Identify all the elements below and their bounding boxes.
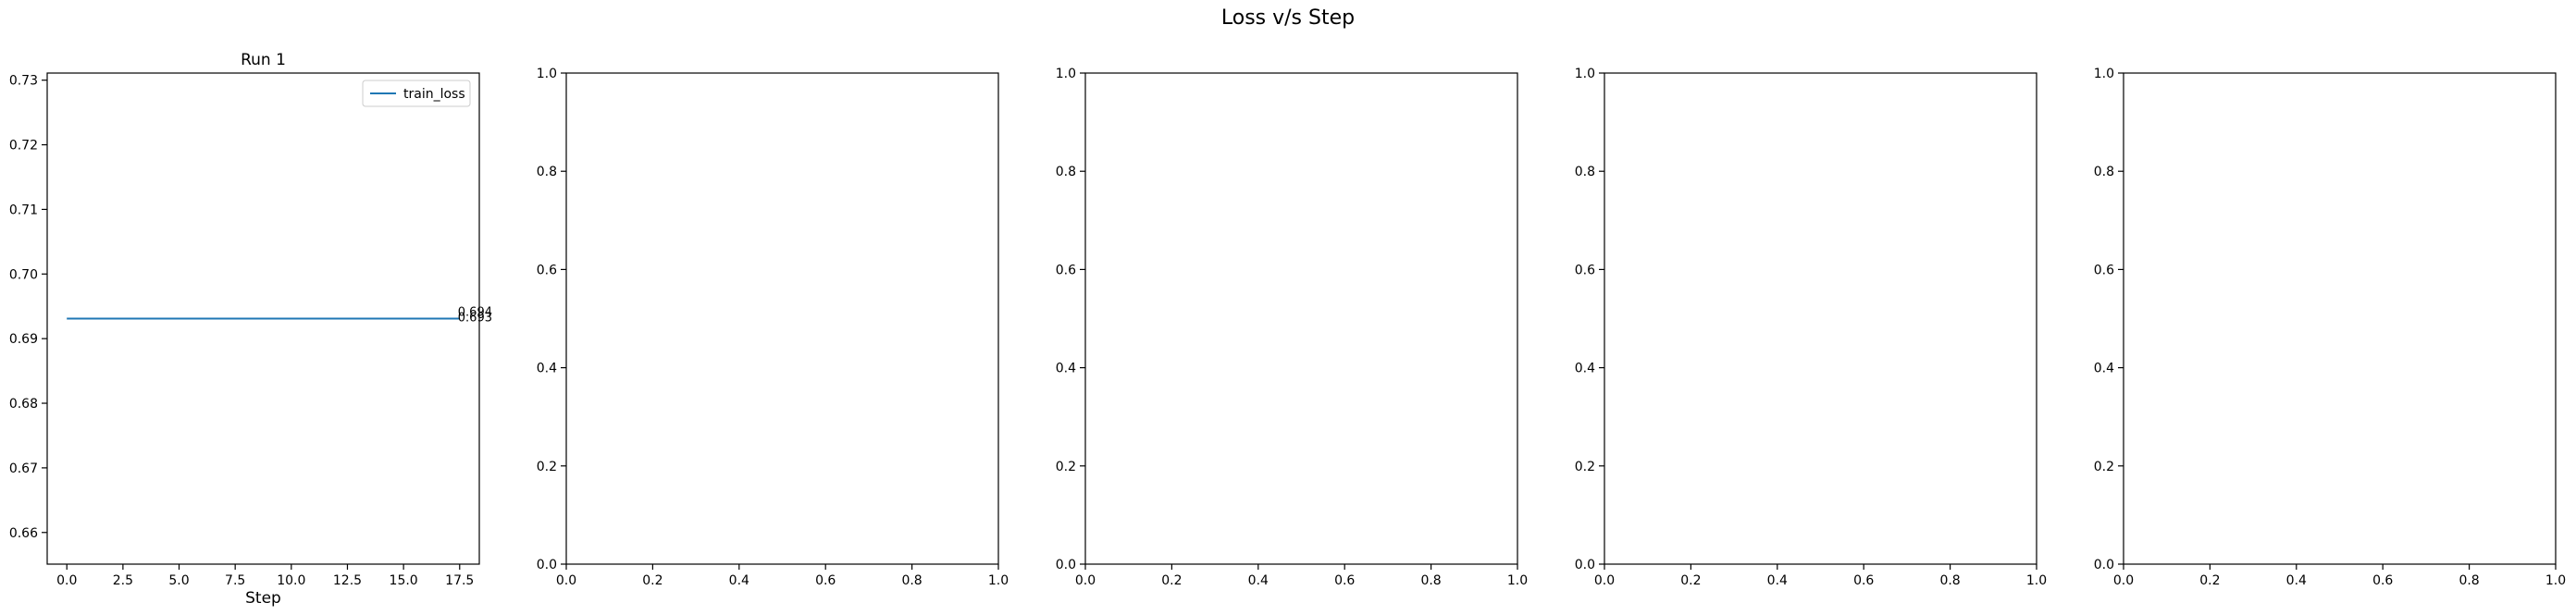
x-axis-label: Step — [245, 589, 281, 608]
y-tick-label: 0.6 — [1575, 263, 1595, 277]
y-tick-label: 0.6 — [1056, 263, 1076, 277]
x-tick-label: 0.6 — [1853, 573, 1874, 588]
axes-frame — [2123, 72, 2557, 565]
y-tick-label: 0.72 — [9, 139, 38, 154]
y-tick-label: 0.4 — [2094, 362, 2114, 376]
y-tick-label: 0.2 — [2094, 460, 2114, 474]
y-tick-label: 1.0 — [1575, 67, 1595, 81]
y-tick-label: 0.71 — [9, 203, 38, 217]
x-tick-label: 0.6 — [815, 573, 836, 588]
legend-label: train_loss — [403, 87, 465, 102]
x-tick-label: 0.4 — [1767, 573, 1788, 588]
y-tick-label: 0.68 — [9, 397, 38, 412]
x-tick-label: 0.4 — [729, 573, 749, 588]
y-tick-label: 0.6 — [537, 263, 557, 277]
y-tick-label: 0.0 — [2094, 558, 2114, 572]
x-tick-label: 0.8 — [901, 573, 922, 588]
x-tick-label: 0.8 — [2458, 573, 2479, 588]
x-tick-label: 7.5 — [225, 573, 245, 588]
y-tick-label: 0.70 — [9, 267, 38, 282]
x-tick-label: 5.0 — [168, 573, 189, 588]
x-tick-label: 0.2 — [642, 573, 663, 588]
legend-box — [362, 80, 471, 107]
x-tick-label: 0.2 — [1680, 573, 1701, 588]
subplot-4: 0.0 0.2 0.4 0.6 0.8 1.0 0.0 0.2 0.4 0.6 0.8 1.0 — [1575, 67, 2047, 588]
subplot-title: Run 1 — [241, 51, 286, 69]
subplot-2: 0.0 0.2 0.4 0.6 0.8 1.0 0.0 0.2 0.4 0.6 0.8 1.0 — [537, 67, 1009, 588]
x-tick-label: 0.6 — [1334, 573, 1355, 588]
axes-frame — [1604, 72, 2037, 565]
y-tick-label: 0.0 — [1056, 558, 1076, 572]
legend: train_loss — [362, 80, 471, 107]
axes-frame — [565, 72, 999, 565]
y-tick-label: 0.8 — [2094, 165, 2114, 179]
x-tick-label: 0.0 — [1594, 573, 1615, 588]
subplot-3: 0.0 0.2 0.4 0.6 0.8 1.0 0.0 0.2 0.4 0.6 0.8 1.0 — [1056, 67, 1528, 588]
y-tick-label: 0.73 — [9, 74, 38, 89]
x-tick-label: 1.0 — [2026, 573, 2047, 588]
subplot-5: 0.0 0.2 0.4 0.6 0.8 1.0 0.0 0.2 0.4 0.6 0.8 1.0 — [2094, 67, 2566, 588]
axes-frame — [1084, 72, 1518, 565]
y-tick-label: 0.0 — [1575, 558, 1595, 572]
y-tick-label: 0.66 — [9, 526, 38, 541]
y-tick-label: 0.6 — [2094, 263, 2114, 277]
x-tick-label: 0.4 — [2286, 573, 2307, 588]
y-tick-label: 1.0 — [537, 67, 557, 81]
x-tick-label: 1.0 — [1507, 573, 1528, 588]
x-tick-label: 12.5 — [333, 573, 362, 588]
y-tick-label: 0.2 — [1056, 460, 1076, 474]
y-tick-label: 0.8 — [1056, 165, 1076, 179]
x-tick-label: 2.5 — [113, 573, 133, 588]
x-tick-label: 0.2 — [1161, 573, 1182, 588]
y-tick-label: 0.0 — [537, 558, 557, 572]
y-tick-label: 0.4 — [1575, 362, 1595, 376]
axes-frame — [46, 72, 480, 565]
end-value-label: 0.694 — [458, 306, 492, 320]
y-tick-label: 0.8 — [1575, 165, 1595, 179]
subplot-1: 0.0 2.5 5.0 7.5 10.0 12.5 15.0 17.5 0.66 0.67 0.68… — [9, 51, 492, 608]
y-tick-label: 0.4 — [537, 362, 557, 376]
y-tick-label: 0.2 — [537, 460, 557, 474]
x-tick-label: 0.0 — [556, 573, 576, 588]
y-tick-label: 1.0 — [1056, 67, 1076, 81]
x-tick-label: 0.8 — [1420, 573, 1441, 588]
x-tick-label: 0.4 — [1248, 573, 1269, 588]
x-tick-label: 1.0 — [2545, 573, 2566, 588]
x-tick-label: 10.0 — [277, 573, 305, 588]
subplot-grid: 0.0 2.5 5.0 7.5 10.0 12.5 15.0 17.5 0.66 0.67 0.68… — [9, 51, 2566, 608]
x-tick-label: 0.0 — [2113, 573, 2134, 588]
y-tick-label: 1.0 — [2094, 67, 2114, 81]
x-tick-label: 0.2 — [2199, 573, 2220, 588]
x-tick-label: 17.5 — [445, 573, 474, 588]
y-tick-label: 0.4 — [1056, 362, 1076, 376]
figure-title: Loss v/s Step — [1221, 6, 1355, 30]
x-tick-label: 0.0 — [56, 573, 77, 588]
x-tick-label: 1.0 — [988, 573, 1009, 588]
end-value-label: 0.693 — [458, 312, 492, 326]
x-tick-label: 15.0 — [390, 573, 418, 588]
x-tick-label: 0.6 — [2372, 573, 2393, 588]
y-tick-label: 0.8 — [537, 165, 557, 179]
y-tick-label: 0.69 — [9, 332, 38, 347]
y-tick-label: 0.2 — [1575, 460, 1595, 474]
x-tick-label: 0.0 — [1075, 573, 1096, 588]
x-tick-label: 0.8 — [1939, 573, 1960, 588]
y-tick-label: 0.67 — [9, 461, 38, 476]
